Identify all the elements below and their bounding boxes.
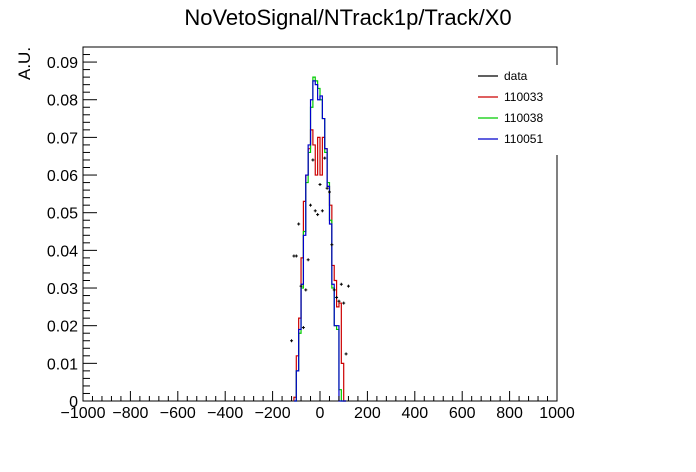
y-tick-label: 0.06 bbox=[47, 168, 78, 185]
x-tick-label: 600 bbox=[449, 405, 476, 422]
x-tick-label: 400 bbox=[401, 405, 428, 422]
y-tick-label: 0 bbox=[69, 394, 78, 411]
y-tick-label: 0.02 bbox=[47, 319, 78, 336]
y-tick-label: 0.05 bbox=[47, 206, 78, 223]
y-tick-label: 0.07 bbox=[47, 130, 78, 147]
y-axis-label: A.U. bbox=[15, 47, 34, 80]
y-axis: 0 0.01 0.02 0.03 0.04 0.05 0.06 0.07 0.08 0.09 bbox=[47, 46, 97, 411]
series-line-110033 bbox=[293, 129, 347, 402]
x-axis: −1000 −800 −600 −400 −200 0 200 400 600 800 1000 bbox=[61, 391, 575, 422]
legend-box bbox=[472, 65, 562, 155]
x-tick-label: 200 bbox=[354, 405, 381, 422]
legend-label: 110038 bbox=[504, 111, 543, 125]
x-tick-label: 0 bbox=[316, 405, 325, 422]
y-tick-label: 0.09 bbox=[47, 55, 78, 72]
series-line-110051 bbox=[293, 80, 347, 402]
legend: data 110033 110038 110051 bbox=[472, 65, 562, 155]
x-tick-label: −200 bbox=[255, 405, 291, 422]
y-tick-label: 0.03 bbox=[47, 281, 78, 298]
x-tick-label: −800 bbox=[112, 405, 148, 422]
x-tick-label: −400 bbox=[207, 405, 243, 422]
x-tick-label: −1000 bbox=[61, 405, 106, 422]
plot-content bbox=[290, 76, 350, 402]
series-line-110038 bbox=[293, 76, 347, 402]
y-tick-label: 0.08 bbox=[47, 93, 78, 110]
legend-label: data bbox=[504, 69, 528, 83]
x-tick-label: 1000 bbox=[539, 405, 575, 422]
y-tick-label: 0.04 bbox=[47, 243, 78, 260]
legend-label: 110033 bbox=[504, 90, 543, 104]
x-tick-label: 800 bbox=[496, 405, 523, 422]
y-tick-label: 0.01 bbox=[47, 356, 78, 373]
chart-title: NoVetoSignal/NTrack1p/Track/X0 bbox=[184, 5, 511, 30]
x-tick-label: −600 bbox=[160, 405, 196, 422]
legend-label: 110051 bbox=[504, 132, 543, 146]
